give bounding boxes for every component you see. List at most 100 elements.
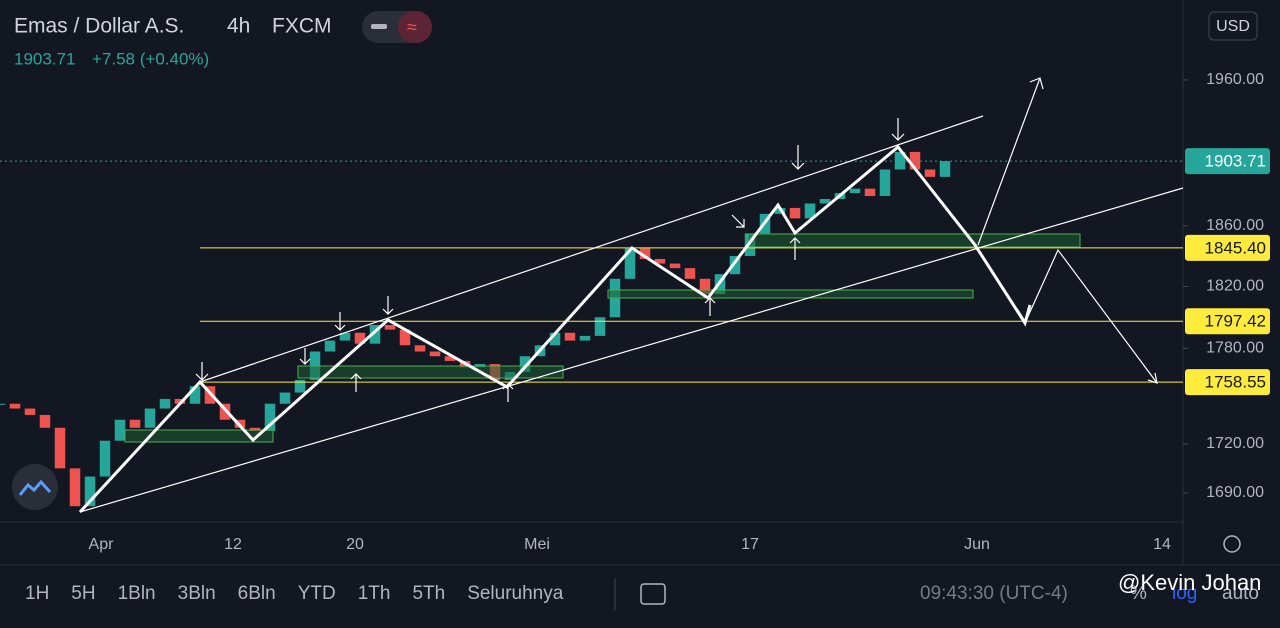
candle	[159, 398, 171, 409]
candle	[549, 332, 561, 346]
channel-line	[79, 187, 1184, 513]
candle	[849, 188, 861, 194]
price-tag	[1185, 234, 1270, 261]
price-tag-label: 1845.40	[1205, 238, 1266, 257]
price-tag	[1185, 148, 1270, 175]
candle	[819, 199, 831, 204]
x-tick-label: Jun	[964, 536, 990, 553]
y-tick-label: 1720.00	[1206, 435, 1264, 452]
candle	[189, 386, 201, 404]
candle	[369, 324, 381, 344]
range-button[interactable]: YTD	[298, 583, 336, 604]
date-range-icon[interactable]	[640, 583, 666, 605]
candle	[264, 403, 276, 432]
range-button[interactable]: Seluruhnya	[467, 583, 564, 604]
price-tag	[1185, 308, 1270, 335]
candle	[249, 427, 261, 432]
candle	[444, 356, 456, 361]
auto-button[interactable]: auto	[1222, 583, 1259, 604]
zone	[747, 233, 1081, 248]
candle	[624, 248, 636, 279]
candle	[39, 414, 51, 428]
candle	[519, 356, 531, 372]
candle	[54, 427, 66, 469]
candle	[804, 203, 816, 219]
arrow	[1024, 248, 1158, 384]
candle	[564, 332, 576, 341]
candle	[654, 259, 666, 264]
candle	[399, 329, 411, 346]
candle	[684, 268, 696, 279]
candle	[0, 403, 6, 405]
arrow	[977, 77, 1041, 246]
price-tag-label: 1758.55	[1205, 373, 1266, 392]
arrow-head	[1147, 372, 1158, 384]
candle	[414, 345, 426, 352]
price: 1903.71	[14, 49, 75, 68]
candle	[729, 255, 741, 275]
candle	[84, 476, 96, 507]
candle	[99, 440, 111, 477]
candle	[669, 263, 681, 269]
candle	[579, 335, 591, 341]
logo-icon	[18, 479, 52, 496]
range-button[interactable]: 6Bln	[238, 583, 276, 604]
range-button[interactable]: 5Th	[412, 583, 445, 604]
arrow-head	[1029, 77, 1044, 90]
symbol: Emas / Dollar A.S.	[14, 15, 184, 38]
icon: ≈	[407, 17, 417, 37]
candle	[699, 278, 711, 295]
candle	[924, 169, 936, 177]
candle	[24, 408, 36, 415]
candle	[129, 419, 141, 428]
percent-button[interactable]: %	[1130, 583, 1147, 604]
annotations	[124, 233, 1081, 443]
y-tick-label: 1820.00	[1206, 278, 1264, 295]
currency-button[interactable]	[1208, 11, 1258, 41]
drawings	[78, 77, 1184, 514]
candle	[279, 392, 291, 404]
currency: USD	[1216, 18, 1250, 35]
candle	[789, 207, 801, 219]
candle	[339, 332, 351, 341]
x-tick-label: 20	[346, 536, 364, 553]
candle	[219, 403, 231, 420]
range-button[interactable]: 1H	[25, 583, 49, 604]
x-tick-label: 14	[1153, 536, 1171, 553]
y-tick-label: 1780.00	[1206, 340, 1264, 357]
candle	[9, 403, 21, 409]
x-tick-label: 12	[224, 536, 242, 553]
settings-icon[interactable]	[1223, 535, 1241, 553]
y-tick-label: 1690.00	[1206, 484, 1264, 501]
x-tick-label: Apr	[89, 536, 115, 553]
range-button[interactable]: 1Th	[358, 583, 391, 604]
candle	[114, 419, 126, 441]
toolbar: 1H 5H 1Bln 3Bln 6Bln YTD 1Th 5Th Seluruhnya	[25, 583, 564, 604]
candle	[384, 324, 396, 330]
interval: 4h	[227, 15, 250, 38]
candle	[939, 161, 951, 177]
range-button[interactable]: 3Bln	[178, 583, 216, 604]
zone	[607, 289, 974, 299]
candle	[294, 379, 306, 393]
candle	[144, 408, 156, 428]
zigzag	[78, 144, 1027, 514]
range-button[interactable]: 1Bln	[118, 583, 156, 604]
markers	[195, 118, 905, 402]
candle	[864, 188, 876, 197]
channel-line	[199, 115, 984, 383]
y-tick-label: 1960.00	[1206, 71, 1264, 88]
log-button[interactable]: log	[1172, 583, 1197, 604]
price-tag-label: 1903.71	[1205, 152, 1266, 171]
candle	[354, 332, 366, 344]
clock: 09:43:30 (UTC-4)	[920, 583, 1068, 604]
x-tick-label: Mei	[524, 536, 550, 553]
zone	[124, 429, 274, 443]
range-button[interactable]: 5H	[71, 583, 95, 604]
indicator-toggle[interactable]	[398, 11, 432, 43]
icon	[371, 24, 387, 29]
candle	[174, 398, 186, 404]
price-tag	[1185, 369, 1270, 396]
